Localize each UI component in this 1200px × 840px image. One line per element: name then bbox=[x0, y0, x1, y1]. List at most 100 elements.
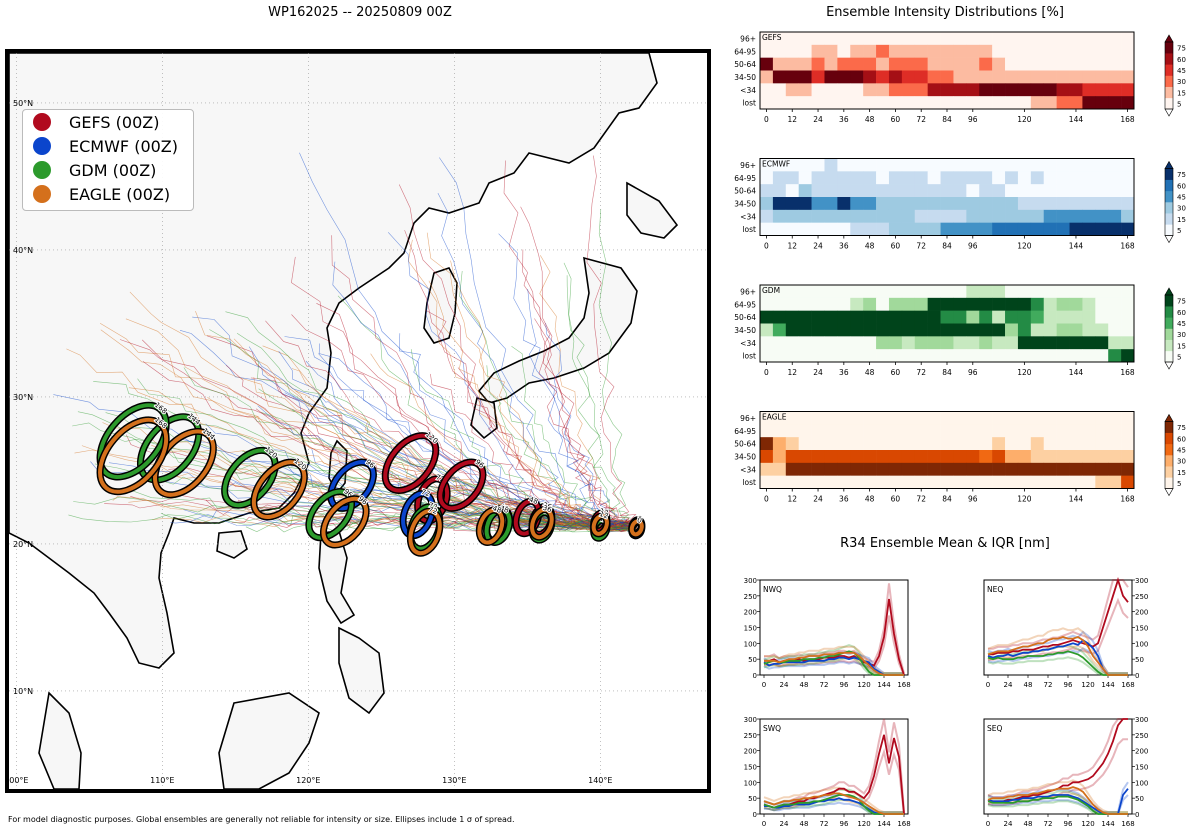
heatmap-xtick-label: 72 bbox=[916, 115, 926, 124]
heatmap-row-label: <34 bbox=[740, 339, 756, 348]
heatmap-cell bbox=[1095, 44, 1109, 58]
heatmap-cell bbox=[876, 32, 890, 46]
heatmap-cell bbox=[837, 184, 851, 198]
heatmap-cell bbox=[966, 209, 980, 223]
heatmap-cell bbox=[953, 462, 967, 476]
heatmap-cell bbox=[1043, 297, 1057, 311]
colorbar-segment bbox=[1165, 432, 1173, 445]
heatmap-cell bbox=[979, 44, 993, 58]
colorbar-segment bbox=[1165, 339, 1173, 352]
heatmap-cell bbox=[927, 70, 941, 84]
r34-xtick-label: 168 bbox=[1121, 820, 1134, 828]
heatmap-cell bbox=[1056, 209, 1070, 223]
heatmap-cell bbox=[876, 310, 890, 324]
r34-ytick-label: 100 bbox=[744, 779, 757, 787]
heatmap-row-label: <34 bbox=[740, 86, 756, 95]
heatmap-cell bbox=[876, 475, 890, 489]
heatmap-cell bbox=[1121, 44, 1135, 58]
heatmap-cell bbox=[760, 197, 774, 211]
heatmap-cell bbox=[966, 450, 980, 464]
heatmap-cell bbox=[1108, 70, 1122, 84]
heatmap-cell bbox=[1043, 57, 1057, 71]
heatmap-cell bbox=[837, 297, 851, 311]
heatmap-cell bbox=[850, 209, 864, 223]
heatmap-cell bbox=[1069, 32, 1083, 46]
heatmap-cell bbox=[979, 209, 993, 223]
heatmap-cell bbox=[1121, 297, 1135, 311]
heatmap-cell bbox=[798, 158, 812, 172]
heatmap-row-label: 64-95 bbox=[734, 427, 756, 436]
heatmap-cell bbox=[785, 57, 799, 71]
colorbar-segment bbox=[1165, 53, 1173, 65]
member-track-line bbox=[192, 316, 637, 529]
heatmap-cell bbox=[914, 44, 928, 58]
colorbar-segment bbox=[1165, 421, 1173, 433]
heatmap-cell bbox=[979, 437, 993, 451]
r34-ytick-label: 250 bbox=[1135, 593, 1148, 601]
heatmap-cell bbox=[901, 197, 916, 211]
ellipse-ring bbox=[530, 507, 554, 540]
heatmap-cell bbox=[772, 475, 787, 489]
heatmap-cell bbox=[1017, 424, 1032, 438]
heatmap-cell bbox=[953, 450, 967, 464]
r34-mean-line-gdm bbox=[987, 650, 1128, 676]
heatmap-cell bbox=[1005, 197, 1019, 211]
heatmap-cell bbox=[850, 349, 864, 363]
heatmap-cell bbox=[1095, 197, 1109, 211]
r34-xtick-label: 96 bbox=[840, 681, 849, 689]
colorbar-tick-label: 45 bbox=[1177, 67, 1186, 75]
lat-lon-grid: 100°E 110°E 120°E 130°E 140°E 50°N 40°N 30°N 20°… bbox=[9, 53, 707, 789]
lon-label: 140°E bbox=[588, 776, 612, 785]
heatmap-cell bbox=[1017, 297, 1032, 311]
heatmap-cell bbox=[1056, 424, 1070, 438]
heatmap-xtick-label: 96 bbox=[968, 242, 978, 251]
heatmap-cell bbox=[992, 70, 1006, 84]
heatmap-cell bbox=[824, 83, 838, 97]
heatmap-cell bbox=[1095, 475, 1109, 489]
heatmap-xtick-label: 60 bbox=[891, 368, 901, 377]
heatmap-xtick-label: 72 bbox=[916, 368, 926, 377]
heatmap-cell bbox=[798, 475, 812, 489]
heatmap-cell bbox=[1121, 285, 1135, 299]
heatmap-xtick-label: 36 bbox=[839, 242, 849, 251]
heatmap-cell bbox=[1056, 44, 1070, 58]
r34-xtick-label: 72 bbox=[1044, 681, 1053, 689]
heatmap-cell bbox=[966, 96, 980, 110]
heatmap-cell bbox=[1082, 462, 1096, 476]
heatmap-cell bbox=[772, 349, 787, 363]
heatmap-cell bbox=[966, 32, 980, 46]
heatmap-cell bbox=[1069, 158, 1083, 172]
heatmap-cell bbox=[876, 57, 890, 71]
heatmap-cell bbox=[940, 462, 954, 476]
heatmap-cell bbox=[863, 297, 877, 311]
heatmap-cell bbox=[966, 437, 980, 451]
heatmap-cell bbox=[811, 285, 825, 299]
heatmap-cell bbox=[1043, 462, 1057, 476]
heatmap-cell bbox=[901, 158, 916, 172]
heatmap-cell bbox=[1005, 437, 1019, 451]
heatmap-cell bbox=[811, 437, 825, 451]
heatmap-cell bbox=[966, 70, 980, 84]
heatmap-xtick-label: 168 bbox=[1120, 495, 1135, 504]
heatmap-xtick-label: 24 bbox=[813, 495, 823, 504]
heatmap-cell bbox=[927, 437, 941, 451]
heatmap-cell bbox=[785, 411, 799, 425]
heatmap-cell bbox=[992, 197, 1006, 211]
heatmap-cell bbox=[1030, 209, 1045, 223]
heatmap-cell bbox=[1121, 310, 1135, 324]
heatmap-cell bbox=[1017, 437, 1032, 451]
heatmap-cell bbox=[901, 349, 916, 363]
member-track-line bbox=[520, 206, 640, 532]
r34-mean-line-eagle bbox=[763, 792, 904, 815]
heatmap-cell bbox=[1005, 411, 1019, 425]
heatmap-cell bbox=[1082, 475, 1096, 489]
heatmap-xtick-label: 36 bbox=[839, 115, 849, 124]
colorbar-extend-top bbox=[1164, 413, 1174, 422]
heatmap-cell bbox=[901, 209, 916, 223]
heatmap-xtick-label: 72 bbox=[916, 495, 926, 504]
heatmap-cell bbox=[953, 424, 967, 438]
heatmap-cell bbox=[979, 96, 993, 110]
land-korea bbox=[423, 267, 458, 344]
r34-mean-line-gdm bbox=[763, 650, 904, 676]
ellipse-ring bbox=[477, 508, 505, 545]
